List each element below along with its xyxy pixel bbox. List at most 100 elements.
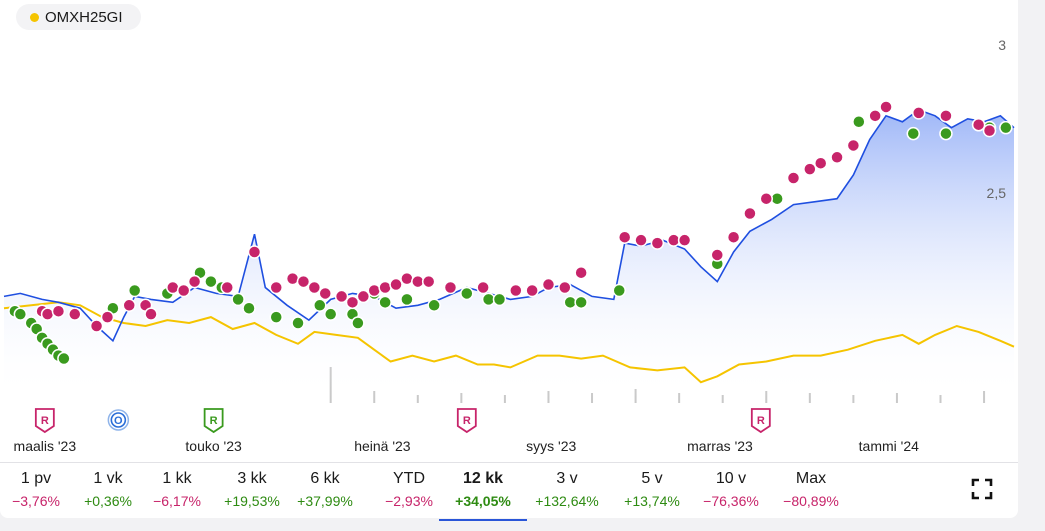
buy-marker[interactable]: [999, 120, 1013, 135]
sell-marker[interactable]: [879, 100, 893, 114]
sell-marker[interactable]: [187, 274, 202, 289]
sell-marker[interactable]: [40, 307, 55, 321]
buy-marker[interactable]: [460, 286, 474, 301]
sell-marker[interactable]: [166, 280, 180, 295]
buy-marker[interactable]: [906, 126, 921, 141]
buy-marker[interactable]: [427, 298, 441, 313]
sell-marker[interactable]: [176, 283, 191, 298]
sell-marker[interactable]: [400, 271, 414, 286]
sell-marker[interactable]: [846, 138, 861, 153]
sell-marker[interactable]: [356, 289, 371, 304]
event-marker-R[interactable]: R: [34, 408, 55, 434]
sell-marker[interactable]: [726, 230, 741, 244]
sell-marker[interactable]: [558, 280, 572, 295]
buy-marker[interactable]: [400, 292, 414, 307]
period-12-kk[interactable]: 12 kk +34,05%: [439, 469, 527, 521]
sell-marker[interactable]: [574, 265, 588, 280]
sell-marker[interactable]: [247, 245, 262, 259]
sell-marker[interactable]: [144, 307, 158, 321]
sell-marker[interactable]: [367, 283, 381, 298]
sell-marker[interactable]: [982, 123, 997, 138]
buy-marker[interactable]: [57, 351, 71, 366]
sell-marker[interactable]: [830, 150, 844, 165]
sell-marker[interactable]: [710, 248, 725, 262]
sell-marker[interactable]: [939, 109, 953, 123]
sell-marker[interactable]: [476, 280, 490, 295]
sell-marker[interactable]: [269, 280, 283, 295]
period-ytd[interactable]: YTD −2,93%: [369, 469, 449, 511]
period-max[interactable]: Max −80,89%: [771, 469, 851, 511]
sell-marker[interactable]: [971, 117, 986, 132]
sell-marker[interactable]: [786, 171, 801, 185]
sell-marker[interactable]: [803, 162, 817, 176]
sell-marker[interactable]: [759, 191, 774, 206]
sell-marker[interactable]: [122, 298, 136, 313]
period-6-kk[interactable]: 6 kk +37,99%: [285, 469, 365, 511]
buy-marker[interactable]: [291, 316, 305, 330]
sell-marker[interactable]: [743, 206, 757, 221]
buy-marker[interactable]: [492, 292, 507, 307]
period-5-v[interactable]: 5 v +13,74%: [612, 469, 692, 511]
sell-marker[interactable]: [100, 310, 115, 324]
event-marker-R[interactable]: R: [203, 408, 224, 434]
x-tick-label: maalis '23: [14, 438, 77, 454]
period-3-kk[interactable]: 3 kk +19,53%: [212, 469, 292, 511]
sell-marker[interactable]: [525, 283, 539, 298]
period-3-v[interactable]: 3 v +132,64%: [527, 469, 607, 511]
period-change: −76,36%: [703, 493, 759, 509]
x-tick-label: syys '23: [526, 438, 576, 454]
buy-marker[interactable]: [269, 310, 283, 324]
sell-marker[interactable]: [307, 280, 322, 295]
period-10-v[interactable]: 10 v −76,36%: [691, 469, 771, 511]
buy-marker[interactable]: [378, 295, 392, 310]
buy-marker[interactable]: [939, 126, 953, 141]
sell-marker[interactable]: [220, 280, 234, 295]
period-label: 6 kk: [310, 470, 340, 487]
buy-marker[interactable]: [127, 283, 142, 298]
buy-marker[interactable]: [612, 283, 627, 298]
buy-marker[interactable]: [231, 292, 245, 307]
period-1-pv[interactable]: 1 pv −3,76%: [0, 469, 76, 511]
buy-marker[interactable]: [204, 274, 218, 289]
period-1-vk[interactable]: 1 vk +0,36%: [68, 469, 148, 511]
compare-line: [3, 301, 1015, 384]
sell-marker[interactable]: [378, 280, 392, 295]
event-marker-O[interactable]: O: [107, 409, 130, 431]
buy-marker[interactable]: [323, 307, 338, 321]
sell-marker[interactable]: [421, 274, 436, 289]
buy-marker[interactable]: [242, 301, 256, 315]
buy-marker[interactable]: [574, 295, 588, 310]
fullscreen-icon[interactable]: [971, 478, 993, 500]
sell-marker[interactable]: [868, 109, 882, 123]
buy-marker[interactable]: [351, 316, 365, 330]
sell-marker[interactable]: [89, 319, 104, 333]
sell-marker[interactable]: [296, 274, 311, 289]
sell-marker[interactable]: [389, 277, 403, 292]
sell-marker[interactable]: [650, 236, 665, 250]
sell-marker[interactable]: [285, 271, 300, 286]
sell-marker[interactable]: [541, 277, 556, 292]
buy-marker[interactable]: [313, 298, 327, 313]
x-tick-label: tammi '24: [859, 438, 919, 454]
sell-marker[interactable]: [334, 289, 349, 304]
sell-marker[interactable]: [677, 233, 692, 247]
sell-marker[interactable]: [813, 156, 828, 170]
buy-marker[interactable]: [852, 115, 866, 129]
sell-marker[interactable]: [318, 286, 332, 301]
period-1-kk[interactable]: 1 kk −6,17%: [137, 469, 217, 511]
legend-chip[interactable]: OMXH25GI: [16, 4, 141, 30]
sell-marker[interactable]: [617, 230, 632, 244]
sell-marker[interactable]: [634, 233, 648, 247]
sell-marker[interactable]: [68, 307, 82, 321]
event-marker-R[interactable]: R: [750, 408, 771, 434]
sell-marker[interactable]: [509, 283, 523, 298]
event-marker-R[interactable]: R: [456, 408, 477, 434]
sell-marker[interactable]: [345, 295, 360, 310]
sell-marker[interactable]: [443, 280, 458, 295]
trade-markers[interactable]: [8, 100, 1013, 366]
buy-marker[interactable]: [13, 307, 28, 321]
sell-marker[interactable]: [51, 304, 66, 318]
sell-marker[interactable]: [911, 106, 926, 120]
